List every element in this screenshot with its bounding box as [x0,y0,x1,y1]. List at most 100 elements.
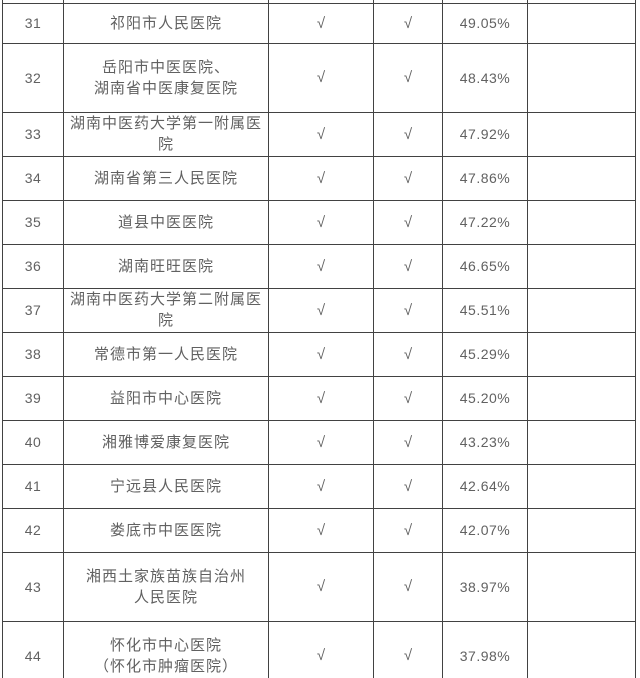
percent-cell: 46.65% [442,243,528,289]
table-row: 42 娄底市中医医院 √ √ 42.07% [2,507,636,553]
hospital-name-cell: 湖南旺旺医院 [63,243,269,289]
empty-note-cell [527,2,636,44]
checkmark-cell-2: √ [373,463,443,509]
percent-cell: 47.92% [442,111,528,157]
rank-cell: 37 [2,287,64,333]
table-row: 37 湖南中医药大学第二附属医院 √ √ 45.51% [2,287,636,333]
hospital-name-cell: 湘雅博爱康复医院 [63,419,269,465]
percent-cell: 49.05% [442,2,528,44]
empty-note-cell [527,375,636,421]
empty-note-cell [527,155,636,201]
hospital-name-line: 益阳市中心医院 [109,389,222,407]
hospital-name-line: 湖南省中医康复医院 [93,79,238,97]
rank-cell: 36 [2,243,64,289]
checkmark-cell-2: √ [373,375,443,421]
hospital-name-cell: 岳阳市中医医院、 湖南省中医康复医院 [63,42,269,113]
table-row: 39 益阳市中心医院 √ √ 45.20% [2,375,636,421]
checkmark-cell-1: √ [268,375,374,421]
hospital-name-line: 怀化市中心医院 [109,636,222,654]
hospital-name-line: 岳阳市中医医院、 [101,58,230,76]
empty-note-cell [527,287,636,333]
hospital-name-line: 湘雅博爱康复医院 [101,433,230,451]
percent-cell: 38.97% [442,551,528,622]
hospital-name-cell: 湖南省第三人民医院 [63,155,269,201]
checkmark-cell-1: √ [268,419,374,465]
hospital-name-line: 湖南中医药大学第一附属医院 [69,115,262,153]
hospital-name-cell: 祁阳市人民医院 [63,2,269,44]
table-row: 32 岳阳市中医医院、 湖南省中医康复医院 √ √ 48.43% [2,42,636,113]
checkmark-cell-1: √ [268,42,374,113]
hospital-name-cell: 怀化市中心医院 （怀化市肿瘤医院） [63,620,269,678]
hospital-name-cell: 娄底市中医医院 [63,507,269,553]
hospital-name-cell: 宁远县人民医院 [63,463,269,509]
table-row: 44 怀化市中心医院 （怀化市肿瘤医院） √ √ 37.98% [2,620,636,678]
checkmark-cell-2: √ [373,331,443,377]
empty-note-cell [527,199,636,245]
hospital-name-line: 湘西土家族苗族自治州 [85,567,246,585]
empty-note-cell [527,620,636,678]
rank-cell: 34 [2,155,64,201]
checkmark-cell-1: √ [268,551,374,622]
table-row: 31 祁阳市人民医院 √ √ 49.05% [2,2,636,44]
table-row: 36 湖南旺旺医院 √ √ 46.65% [2,243,636,289]
hospital-name-line: 人民医院 [133,588,198,606]
percent-cell: 45.29% [442,331,528,377]
checkmark-cell-2: √ [373,42,443,113]
empty-note-cell [527,331,636,377]
hospital-name-line: 娄底市中医医院 [109,521,222,539]
hospital-name-line: 祁阳市人民医院 [109,14,222,32]
table-row: 43 湘西土家族苗族自治州 人民医院 √ √ 38.97% [2,551,636,622]
table-row: 41 宁远县人民医院 √ √ 42.64% [2,463,636,509]
checkmark-cell-2: √ [373,155,443,201]
empty-note-cell [527,507,636,553]
rank-cell: 35 [2,199,64,245]
hospital-name-line: 湖南旺旺医院 [117,257,214,275]
checkmark-cell-1: √ [268,620,374,678]
table-row: 33 湖南中医药大学第一附属医院 √ √ 47.92% [2,111,636,157]
percent-cell: 45.51% [442,287,528,333]
hospital-name-line: （怀化市肿瘤医院） [93,657,238,675]
percent-cell: 47.86% [442,155,528,201]
checkmark-cell-2: √ [373,507,443,553]
hospital-name-line: 湖南省第三人民医院 [93,169,238,187]
checkmark-cell-2: √ [373,111,443,157]
rank-cell: 31 [2,2,64,44]
hospital-name-cell: 湖南中医药大学第一附属医院 [63,111,269,157]
percent-cell: 48.43% [442,42,528,113]
checkmark-cell-1: √ [268,463,374,509]
rank-cell: 32 [2,42,64,113]
checkmark-cell-1: √ [268,2,374,44]
table-row: 38 常德市第一人民医院 √ √ 45.29% [2,331,636,377]
checkmark-cell-2: √ [373,2,443,44]
hospital-name-cell: 益阳市中心医院 [63,375,269,421]
checkmark-cell-2: √ [373,243,443,289]
checkmark-cell-2: √ [373,620,443,678]
empty-note-cell [527,463,636,509]
rank-cell: 40 [2,419,64,465]
table-row: 40 湘雅博爱康复医院 √ √ 43.23% [2,419,636,465]
empty-note-cell [527,111,636,157]
checkmark-cell-2: √ [373,551,443,622]
rank-cell: 33 [2,111,64,157]
percent-cell: 45.20% [442,375,528,421]
checkmark-cell-1: √ [268,287,374,333]
table-row: 34 湖南省第三人民医院 √ √ 47.86% [2,155,636,201]
checkmark-cell-1: √ [268,111,374,157]
empty-note-cell [527,551,636,622]
checkmark-cell-1: √ [268,507,374,553]
hospital-name-cell: 湖南中医药大学第二附属医院 [63,287,269,333]
empty-note-cell [527,42,636,113]
percent-cell: 43.23% [442,419,528,465]
rank-cell: 41 [2,463,64,509]
checkmark-cell-1: √ [268,199,374,245]
percent-cell: 42.07% [442,507,528,553]
rank-cell: 43 [2,551,64,622]
checkmark-cell-1: √ [268,243,374,289]
percent-cell: 47.22% [442,199,528,245]
checkmark-cell-2: √ [373,287,443,333]
rank-cell: 42 [2,507,64,553]
rank-cell: 39 [2,375,64,421]
empty-note-cell [527,243,636,289]
